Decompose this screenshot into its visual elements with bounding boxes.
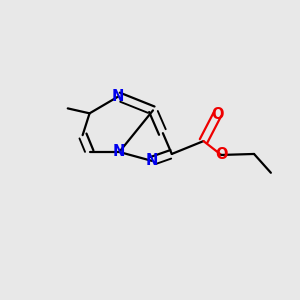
Text: N: N (112, 89, 124, 104)
Text: N: N (113, 145, 125, 160)
Text: O: O (215, 148, 228, 163)
Text: N: N (146, 153, 158, 168)
Text: O: O (211, 107, 224, 122)
